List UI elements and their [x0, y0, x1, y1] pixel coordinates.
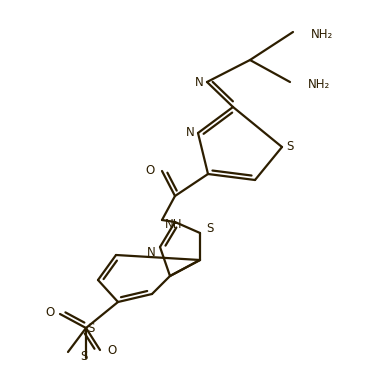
Text: S: S	[87, 322, 95, 336]
Text: S: S	[80, 350, 88, 362]
Text: S: S	[286, 139, 294, 152]
Text: O: O	[146, 163, 155, 177]
Text: N: N	[186, 125, 194, 138]
Text: NH₂: NH₂	[308, 78, 330, 91]
Text: N: N	[195, 77, 203, 89]
Text: NH: NH	[165, 217, 183, 230]
Text: N: N	[147, 247, 155, 259]
Text: S: S	[207, 222, 214, 234]
Text: O: O	[45, 307, 54, 319]
Text: O: O	[107, 344, 117, 357]
Text: NH₂: NH₂	[311, 28, 333, 40]
